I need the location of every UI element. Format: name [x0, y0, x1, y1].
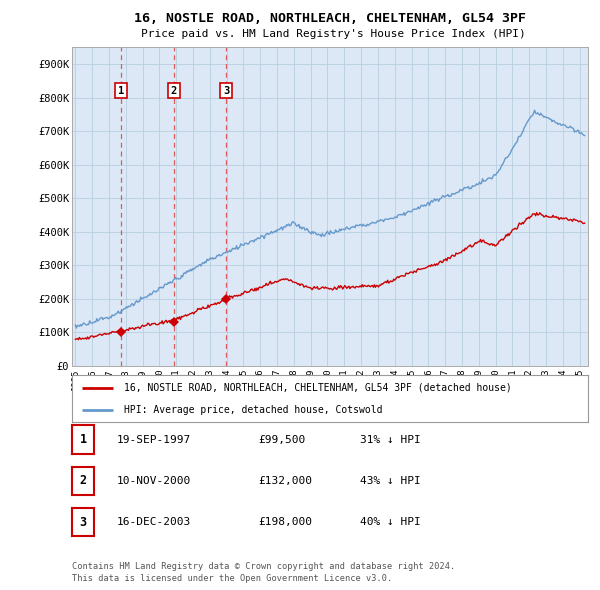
- Text: 1: 1: [118, 86, 124, 96]
- Text: 2: 2: [80, 474, 86, 487]
- Text: 31% ↓ HPI: 31% ↓ HPI: [360, 435, 421, 444]
- Text: 3: 3: [80, 516, 86, 529]
- Text: Price paid vs. HM Land Registry's House Price Index (HPI): Price paid vs. HM Land Registry's House …: [140, 30, 526, 39]
- Text: 2: 2: [171, 86, 177, 96]
- Text: 43% ↓ HPI: 43% ↓ HPI: [360, 476, 421, 486]
- Text: £132,000: £132,000: [258, 476, 312, 486]
- Title: 16, NOSTLE ROAD, NORTHLEACH, CHELTENHAM, GL54 3PF: 16, NOSTLE ROAD, NORTHLEACH, CHELTENHAM,…: [134, 12, 526, 25]
- Text: 16-DEC-2003: 16-DEC-2003: [117, 517, 191, 527]
- Text: HPI: Average price, detached house, Cotswold: HPI: Average price, detached house, Cots…: [124, 405, 382, 415]
- Text: £99,500: £99,500: [258, 435, 305, 444]
- Text: 16, NOSTLE ROAD, NORTHLEACH, CHELTENHAM, GL54 3PF (detached house): 16, NOSTLE ROAD, NORTHLEACH, CHELTENHAM,…: [124, 383, 511, 393]
- Text: Contains HM Land Registry data © Crown copyright and database right 2024.
This d: Contains HM Land Registry data © Crown c…: [72, 562, 455, 583]
- Text: 3: 3: [223, 86, 229, 96]
- Text: 19-SEP-1997: 19-SEP-1997: [117, 435, 191, 444]
- Text: 1: 1: [80, 433, 86, 446]
- Text: 10-NOV-2000: 10-NOV-2000: [117, 476, 191, 486]
- Text: £198,000: £198,000: [258, 517, 312, 527]
- Text: 40% ↓ HPI: 40% ↓ HPI: [360, 517, 421, 527]
